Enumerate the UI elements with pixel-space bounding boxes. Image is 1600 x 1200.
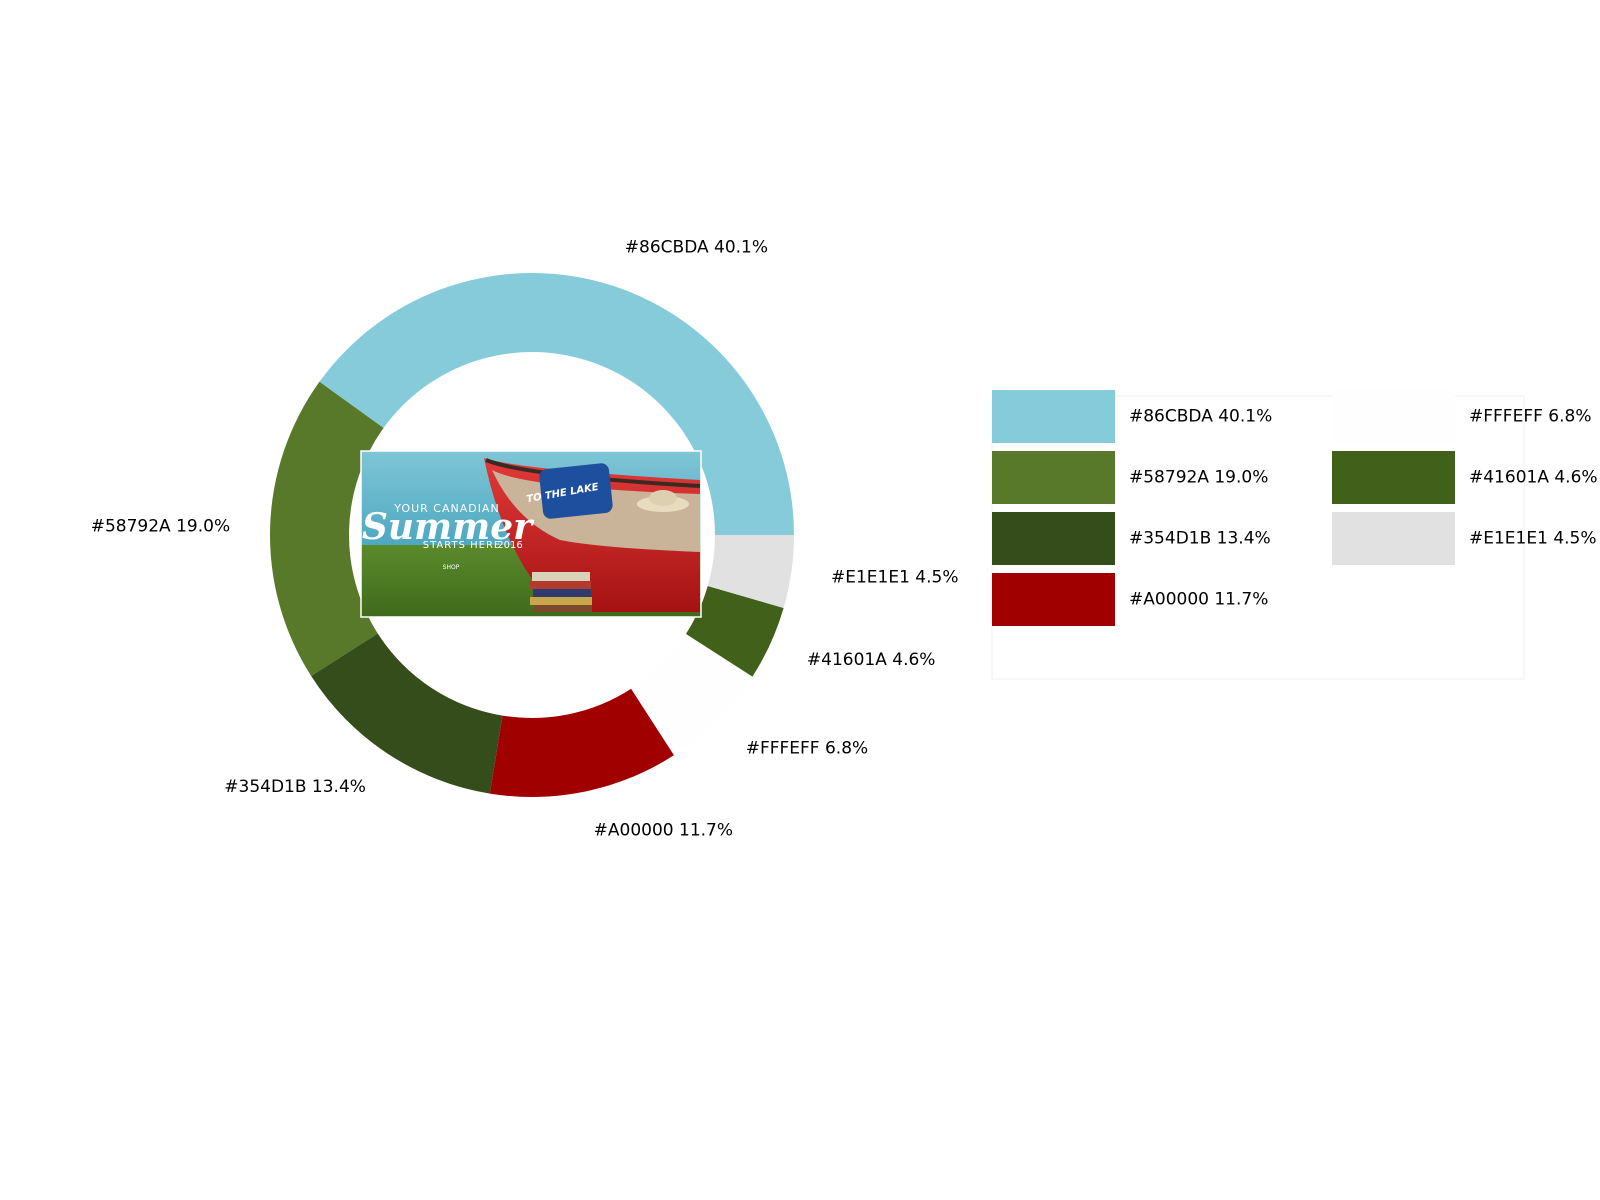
donut-slice xyxy=(707,535,794,609)
slice-label: #86CBDA 40.1% xyxy=(625,238,768,258)
legend-swatch xyxy=(992,451,1115,504)
slice-label: #354D1B 13.4% xyxy=(224,777,366,797)
legend-label: #FFFEFF 6.8% xyxy=(1469,407,1591,427)
image-year: 2016 xyxy=(497,540,522,551)
donut-slice xyxy=(269,381,384,676)
slice-label: #FFFEFF 6.8% xyxy=(746,738,868,758)
legend-swatch xyxy=(1332,390,1455,443)
legend-label: #354D1B 13.4% xyxy=(1129,529,1271,549)
slice-label: #A00000 11.7% xyxy=(594,821,733,841)
hat-crown xyxy=(649,490,677,506)
image-subheading: STARTS HERE xyxy=(423,540,501,551)
legend-swatch xyxy=(1332,451,1455,504)
books-image xyxy=(529,572,592,612)
donut-slice xyxy=(631,633,753,756)
legend-swatch xyxy=(992,573,1115,626)
donut-slice xyxy=(311,633,503,794)
legend-swatch xyxy=(992,390,1115,443)
slice-label: #41601A 4.6% xyxy=(807,650,936,670)
slice-labels: #86CBDA 40.1% #58792A 19.0% #354D1B 13.4% #… xyxy=(91,238,959,841)
legend-label: #58792A 19.0% xyxy=(1129,468,1268,488)
legend-swatch xyxy=(1332,512,1455,565)
legend-label: #41601A 4.6% xyxy=(1469,468,1598,488)
donut-slice xyxy=(685,586,784,677)
image-heading-large: Summer xyxy=(362,506,535,548)
pillow-image xyxy=(539,463,613,519)
center-image-border xyxy=(360,450,702,618)
donut-slices xyxy=(269,273,794,797)
legend-swatch xyxy=(992,512,1115,565)
donut-slice xyxy=(319,273,794,535)
legend: #86CBDA 40.1% #58792A 19.0% #354D1B 13.4% #… xyxy=(991,390,1598,680)
image-heading-small: YOUR CANADIAN xyxy=(393,502,499,515)
slice-label: #58792A 19.0% xyxy=(91,516,230,536)
legend-label: #E1E1E1 4.5% xyxy=(1469,529,1597,549)
donut-slice xyxy=(489,688,674,797)
slice-label: #E1E1E1 4.5% xyxy=(831,568,959,588)
image-shop-button: SHOP xyxy=(443,564,460,571)
legend-label: #A00000 11.7% xyxy=(1129,590,1268,610)
center-image: TO THE LAKE YOUR CANADIAN Summer STARTS … xyxy=(361,451,701,617)
legend-label: #86CBDA 40.1% xyxy=(1129,407,1272,427)
